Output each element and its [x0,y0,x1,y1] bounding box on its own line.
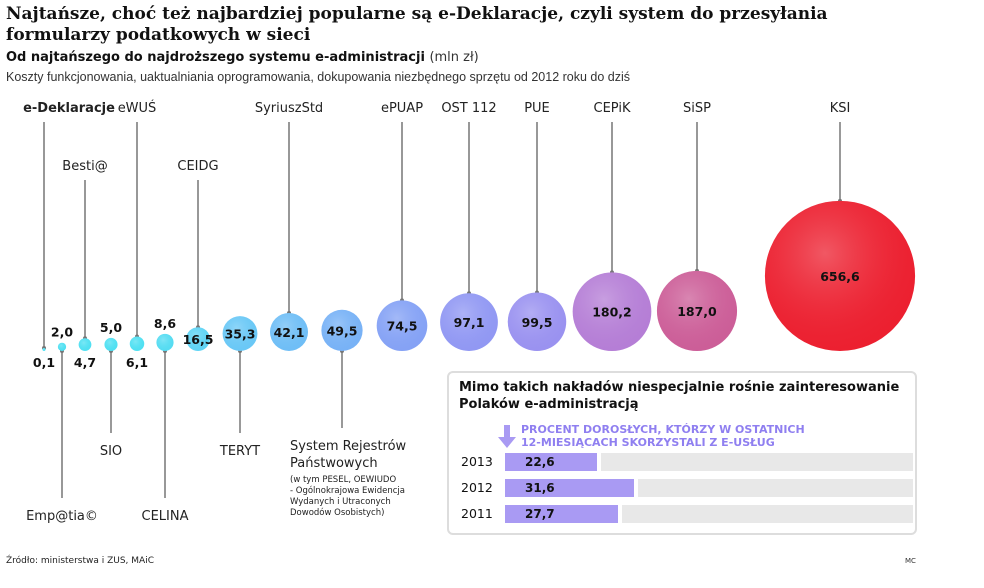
system-note: (w tym PESEL, OEWIUDO [290,475,396,485]
bubble-value-label: 6,1 [126,355,148,370]
bar-value-label: 27,7 [525,507,555,521]
bubble-value-label: 180,2 [592,305,632,320]
bar: 22,6 [505,453,602,471]
bubble-shade [376,300,428,351]
bubble-value-label: 2,0 [51,325,73,340]
inset-subtitle-line: PROCENT DOROSŁYCH, KTÓRZY W OSTATNICH [521,423,805,436]
bubble-value-label: 99,5 [522,315,553,330]
bubble-value-label: 187,0 [677,304,717,319]
bar: 27,7 [505,505,623,523]
bar-track: 27,7 [505,505,913,523]
bubble-shade [156,333,174,352]
system-name-label: SiSP [683,101,711,116]
subtitle-bold: Od najtańszego do najdroższego systemu e… [6,50,425,65]
bar: 31,6 [505,479,638,497]
bubble-shade [78,338,92,351]
bubble-value-label: 16,5 [183,332,214,347]
system-name-label: SIO [100,444,122,459]
credit: MC [905,557,916,565]
bubble-value-label: 656,6 [820,269,860,284]
bubble-value-label: 42,1 [274,325,305,340]
chart-subtitle: Od najtańszego do najdroższego systemu e… [6,50,479,65]
system-name-label: CEIDG [177,159,218,174]
bar-year-label: 2011 [461,506,493,521]
bar-track: 31,6 [505,479,913,497]
bubble-value-label: 8,6 [154,316,176,331]
bubble-shade [440,293,498,352]
system-name-label: TERYT [219,444,260,459]
system-note: Dowodów Osobistych) [290,507,384,518]
bubble-value-label: 97,1 [454,315,485,330]
system-name-label: eWUŚ [118,100,157,116]
system-name-label: Państwowych [290,456,378,471]
bubble-value-label: 49,5 [327,323,358,338]
bubble-value-label: 35,3 [225,327,256,342]
bubble-shade [186,327,210,352]
subtitle-unit: (mln zł) [429,50,479,65]
bar-value-label: 31,6 [525,481,555,495]
system-note: Wydanych i Utraconych [290,497,391,507]
source-note: Źródło: ministerstwa i ZUS, MAiC [6,556,154,566]
system-name-label: e-Deklaracje [23,101,115,116]
system-name-label: CELINA [142,509,189,524]
inset-subtitle: PROCENT DOROSŁYCH, KTÓRZY W OSTATNICH 12… [521,423,805,449]
bubble-shade [656,270,738,351]
page-title: Najtańsze, choć też najbardziej popularn… [6,4,828,45]
bubble-value-label: 0,1 [33,355,55,370]
inset-title: Mimo takich nakładów niespecjalnie rośni… [459,380,900,412]
system-note: - Ogólnokrajowa Ewidencja [290,485,405,496]
system-name-label: PUE [524,101,550,116]
system-name-label: KSI [830,101,851,116]
bubble-shade [104,337,118,352]
system-name-label: System Rejestrów [290,439,407,454]
bubble-value-label: 74,5 [387,319,418,334]
bubble-shade [764,200,916,351]
bar-row: 2013 22,6 [461,453,913,471]
bubble-shade [269,312,309,351]
system-name-label: Besti@ [62,159,107,174]
bubble-shade [57,342,67,351]
system-name-label: ePUAP [381,101,423,116]
bar-year-label: 2012 [461,480,493,495]
bubble-shade [321,309,363,351]
bubble-value-label: 5,0 [100,320,122,335]
bar-row: 2011 27,7 [461,505,913,523]
bar-year-label: 2013 [461,454,493,469]
inset-subtitle-line: 12-MIESIĄCACH SKORZYSTALI Z E-USŁUG [521,436,775,449]
bubble-shade [42,348,46,351]
bubble-shade [507,292,567,351]
bubble-shade [129,336,145,351]
bar-row: 2012 31,6 [461,479,913,497]
system-name-label: CEPiK [594,101,631,116]
bubble-shade [222,316,258,352]
system-name-label: OST 112 [441,101,496,116]
bar-value-label: 22,6 [525,455,555,469]
bubble-value-label: 4,7 [74,355,96,370]
bubble-shade [572,272,652,351]
usage-inset: Mimo takich nakładów niespecjalnie rośni… [447,371,917,535]
bar-track: 22,6 [505,453,913,471]
arrow-down-icon [498,425,516,448]
system-name-label: SyriuszStd [255,101,323,116]
chart-description: Koszty funkcjonowania, uaktualniania opr… [6,70,631,84]
system-name-label: Emp@tia© [26,509,98,524]
